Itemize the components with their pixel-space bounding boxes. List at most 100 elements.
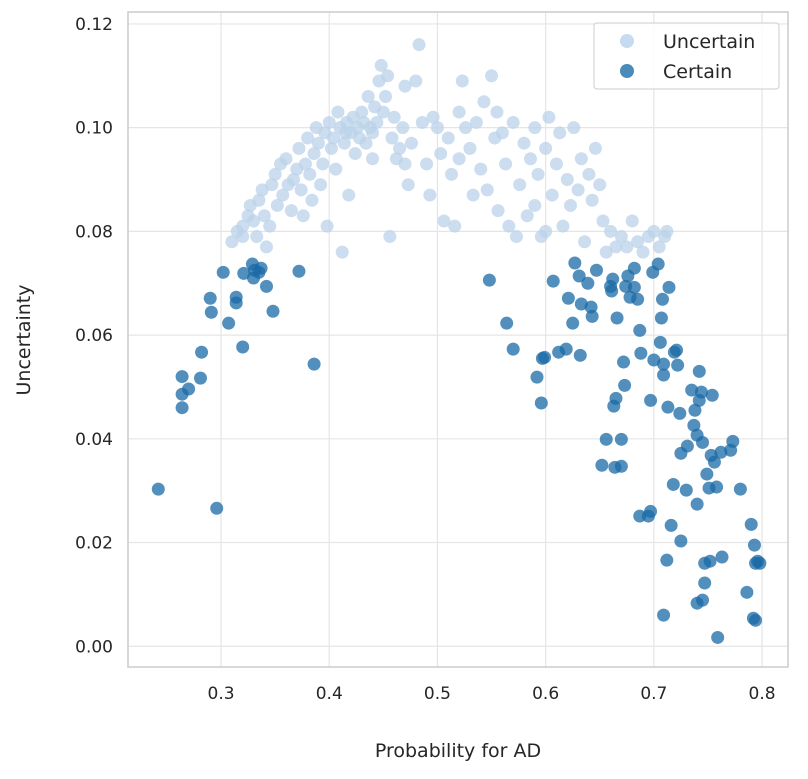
- point-uncertain: [259, 240, 273, 254]
- point-uncertain: [631, 235, 645, 249]
- point-certain: [696, 593, 710, 607]
- point-certain: [690, 497, 704, 511]
- point-uncertain: [599, 245, 613, 259]
- legend-marker-uncertain: [620, 34, 634, 48]
- point-certain: [700, 467, 714, 481]
- point-uncertain: [255, 183, 269, 197]
- point-uncertain: [466, 188, 480, 202]
- point-uncertain: [506, 115, 520, 129]
- point-uncertain: [279, 152, 293, 166]
- point-uncertain: [578, 235, 592, 249]
- point-certain: [585, 309, 599, 323]
- point-certain: [680, 439, 694, 453]
- point-uncertain: [337, 136, 351, 150]
- point-certain: [259, 279, 273, 293]
- point-uncertain: [370, 115, 384, 129]
- point-uncertain: [374, 58, 388, 72]
- point-certain: [692, 364, 706, 378]
- point-certain: [609, 391, 623, 405]
- point-uncertain: [268, 167, 282, 181]
- point-uncertain: [335, 245, 349, 259]
- point-certain: [216, 265, 230, 279]
- point-uncertain: [455, 74, 469, 88]
- point-uncertain: [560, 173, 574, 187]
- point-uncertain: [292, 141, 306, 155]
- point-certain: [657, 357, 671, 371]
- point-uncertain: [303, 167, 317, 181]
- point-certain: [222, 316, 236, 330]
- point-certain: [664, 518, 678, 532]
- point-uncertain: [265, 178, 279, 192]
- point-uncertain: [252, 193, 266, 207]
- point-certain: [685, 383, 699, 397]
- point-uncertain: [296, 209, 310, 223]
- point-certain: [662, 280, 676, 294]
- point-uncertain: [342, 188, 356, 202]
- point-uncertain: [585, 193, 599, 207]
- point-uncertain: [553, 126, 567, 140]
- point-uncertain: [426, 110, 440, 124]
- point-certain: [618, 378, 632, 392]
- point-certain: [644, 393, 658, 407]
- point-uncertain: [480, 183, 494, 197]
- point-uncertain: [485, 69, 499, 83]
- point-certain: [572, 269, 586, 283]
- point-certain: [670, 343, 684, 357]
- point-uncertain: [523, 152, 537, 166]
- point-uncertain: [327, 131, 341, 145]
- point-uncertain: [331, 105, 345, 119]
- point-certain: [711, 630, 725, 644]
- point-certain: [614, 432, 628, 446]
- point-uncertain: [437, 214, 451, 228]
- series-uncertain: [225, 38, 674, 259]
- point-uncertain: [448, 219, 462, 233]
- point-uncertain: [420, 157, 434, 171]
- point-certain: [679, 483, 693, 497]
- point-uncertain: [355, 105, 369, 119]
- y-tick-label: 0.12: [75, 15, 113, 35]
- series-certain: [151, 256, 767, 644]
- point-certain: [715, 550, 729, 564]
- point-uncertain: [359, 136, 373, 150]
- point-uncertain: [401, 178, 415, 192]
- point-certain: [660, 553, 674, 567]
- point-uncertain: [393, 141, 407, 155]
- point-certain: [538, 350, 552, 364]
- point-certain: [674, 534, 688, 548]
- point-uncertain: [463, 141, 477, 155]
- y-tick-label: 0.02: [75, 534, 113, 554]
- point-certain: [247, 271, 261, 285]
- point-certain: [751, 554, 765, 568]
- point-uncertain: [376, 105, 390, 119]
- point-uncertain: [314, 178, 328, 192]
- point-uncertain: [604, 224, 618, 238]
- point-uncertain: [311, 136, 325, 150]
- point-certain: [573, 348, 587, 362]
- point-uncertain: [528, 198, 542, 212]
- point-certain: [749, 613, 763, 627]
- point-uncertain: [542, 110, 556, 124]
- y-tick-label: 0.08: [75, 222, 113, 242]
- point-certain: [589, 263, 603, 277]
- point-uncertain: [528, 121, 542, 135]
- x-tick-label: 0.7: [640, 684, 667, 704]
- point-uncertain: [636, 245, 650, 259]
- point-certain: [534, 396, 548, 410]
- point-certain: [726, 434, 740, 448]
- point-certain: [292, 264, 306, 278]
- point-certain: [193, 371, 207, 385]
- point-uncertain: [596, 214, 610, 228]
- point-uncertain: [539, 141, 553, 155]
- point-uncertain: [593, 178, 607, 192]
- point-uncertain: [257, 209, 271, 223]
- point-certain: [204, 305, 218, 319]
- point-uncertain: [513, 178, 527, 192]
- point-certain: [747, 538, 761, 552]
- x-tick-label: 0.8: [749, 684, 776, 704]
- point-certain: [657, 368, 671, 382]
- point-certain: [647, 353, 661, 367]
- point-uncertain: [609, 240, 623, 254]
- point-uncertain: [620, 240, 634, 254]
- point-uncertain: [445, 167, 459, 181]
- x-tick-label: 0.5: [424, 684, 451, 704]
